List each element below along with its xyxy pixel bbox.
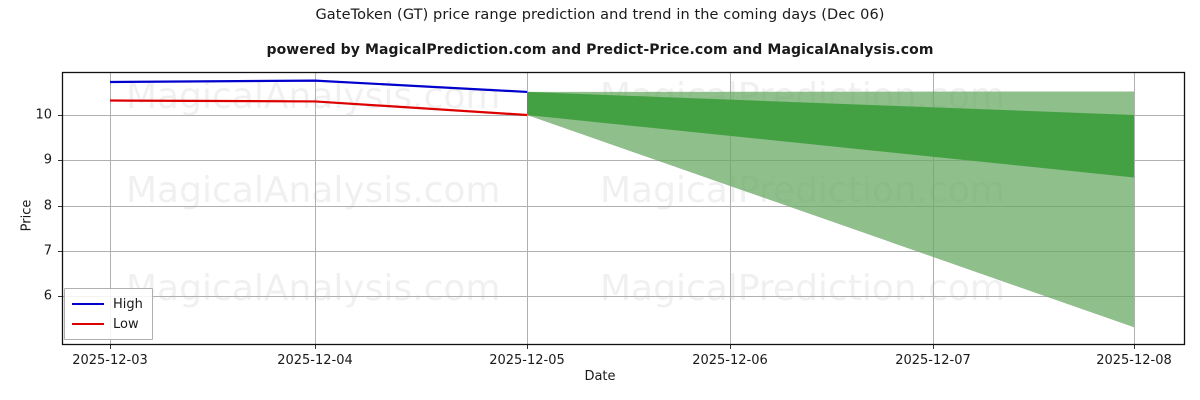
x-tick-label: 2025-12-05 [489,353,565,368]
x-axis-label: Date [584,369,616,384]
chart-title: GateToken (GT) price range prediction an… [315,7,885,23]
legend-item-low: Low [72,314,143,334]
chart-subtitle: powered by MagicalPrediction.com and Pre… [266,42,934,58]
series-line-high [109,79,528,94]
legend-swatch-high [72,303,104,305]
series-line-low [109,99,528,117]
legend-item-high: High [72,294,143,314]
plot-frame [61,71,1186,346]
x-tick-label: 2025-12-06 [692,353,768,368]
x-tick-label: 2025-12-07 [895,353,971,368]
legend-label-low: Low [113,316,139,332]
x-tick-label: 2025-12-04 [277,353,353,368]
band-inner-forecast-range [527,91,1134,178]
x-tick-label: 2025-12-08 [1096,353,1172,368]
y-tick-label: 9 [43,152,52,168]
x-tick-label: 2025-12-03 [72,353,148,368]
legend-swatch-low [72,323,104,325]
legend-label-high: High [113,296,143,312]
chart-legend: High Low [64,288,153,340]
y-tick-label: 7 [43,243,52,259]
series-lines [109,79,528,117]
y-tick-label: 6 [43,288,52,304]
forecast-bands [527,91,1134,328]
y-tick-label: 10 [35,107,52,123]
axis-ticks [58,115,1135,349]
y-tick-label: 8 [43,198,52,213]
